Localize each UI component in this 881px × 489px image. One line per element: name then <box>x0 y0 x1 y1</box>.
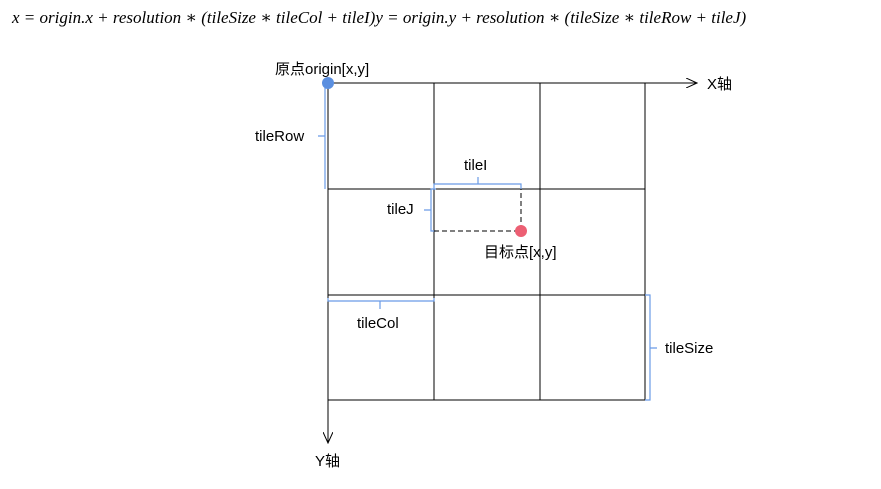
origin-point <box>322 77 334 89</box>
target-point <box>515 225 527 237</box>
tile-row-label: tileRow <box>255 128 304 145</box>
tile-col-bracket <box>327 298 435 309</box>
grid-border <box>327 82 646 401</box>
tile-size-bracket <box>645 294 657 401</box>
tile-row-bracket <box>318 83 326 189</box>
x-axis-label: X轴 <box>707 76 732 93</box>
tile-size-label: tileSize <box>665 340 713 357</box>
tile-j-bracket <box>424 188 436 232</box>
formula: x = origin.x + resolution ∗ (tileSize ∗ … <box>11 8 747 27</box>
origin-label: 原点origin[x,y] <box>275 61 369 78</box>
tile-j-label: tileJ <box>387 201 414 218</box>
y-axis-label: Y轴 <box>315 453 340 470</box>
tile-i-bracket <box>433 177 522 189</box>
tile-col-label: tileCol <box>357 315 399 332</box>
tile-i-label: tileI <box>464 157 487 174</box>
target-label: 目标点[x,y] <box>484 244 557 261</box>
target-offset <box>434 189 522 232</box>
grid <box>327 82 646 401</box>
